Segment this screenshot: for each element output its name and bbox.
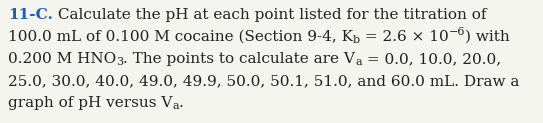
Text: = 2.6 × 10: = 2.6 × 10 <box>360 30 449 44</box>
Text: b: b <box>353 35 360 45</box>
Text: a: a <box>172 101 179 111</box>
Text: graph of pH versus V: graph of pH versus V <box>8 96 172 110</box>
Text: = 0.0, 10.0, 20.0,: = 0.0, 10.0, 20.0, <box>362 52 501 66</box>
Text: .: . <box>179 96 184 110</box>
Text: 11-C.: 11-C. <box>8 8 53 22</box>
Text: a: a <box>355 57 362 67</box>
Text: −6: −6 <box>449 27 465 37</box>
Text: ) with: ) with <box>465 30 510 44</box>
Text: 100.0 mL of 0.100 M cocaine (Section 9-4, K: 100.0 mL of 0.100 M cocaine (Section 9-4… <box>8 30 353 44</box>
Text: . The points to calculate are V: . The points to calculate are V <box>123 52 355 66</box>
Text: Calculate the pH at each point listed for the titration of: Calculate the pH at each point listed fo… <box>53 8 487 22</box>
Text: 25.0, 30.0, 40.0, 49.0, 49.9, 50.0, 50.1, 51.0, and 60.0 mL. Draw a: 25.0, 30.0, 40.0, 49.0, 49.9, 50.0, 50.1… <box>8 74 519 88</box>
Text: 0.200 M HNO: 0.200 M HNO <box>8 52 116 66</box>
Text: 3: 3 <box>116 57 123 67</box>
